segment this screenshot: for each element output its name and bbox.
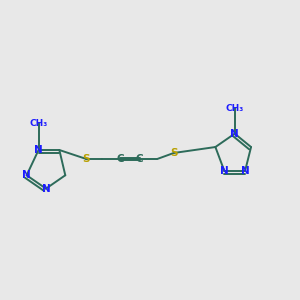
- Text: N: N: [230, 129, 239, 139]
- Text: N: N: [220, 166, 229, 176]
- Text: C: C: [116, 154, 124, 164]
- Text: S: S: [170, 148, 178, 158]
- Text: N: N: [34, 145, 43, 155]
- Text: N: N: [42, 184, 50, 194]
- Text: N: N: [241, 166, 250, 176]
- Text: N: N: [22, 170, 31, 180]
- Text: CH₃: CH₃: [226, 104, 244, 113]
- Text: S: S: [82, 154, 90, 164]
- Text: CH₃: CH₃: [29, 119, 48, 128]
- Text: C: C: [136, 154, 143, 164]
